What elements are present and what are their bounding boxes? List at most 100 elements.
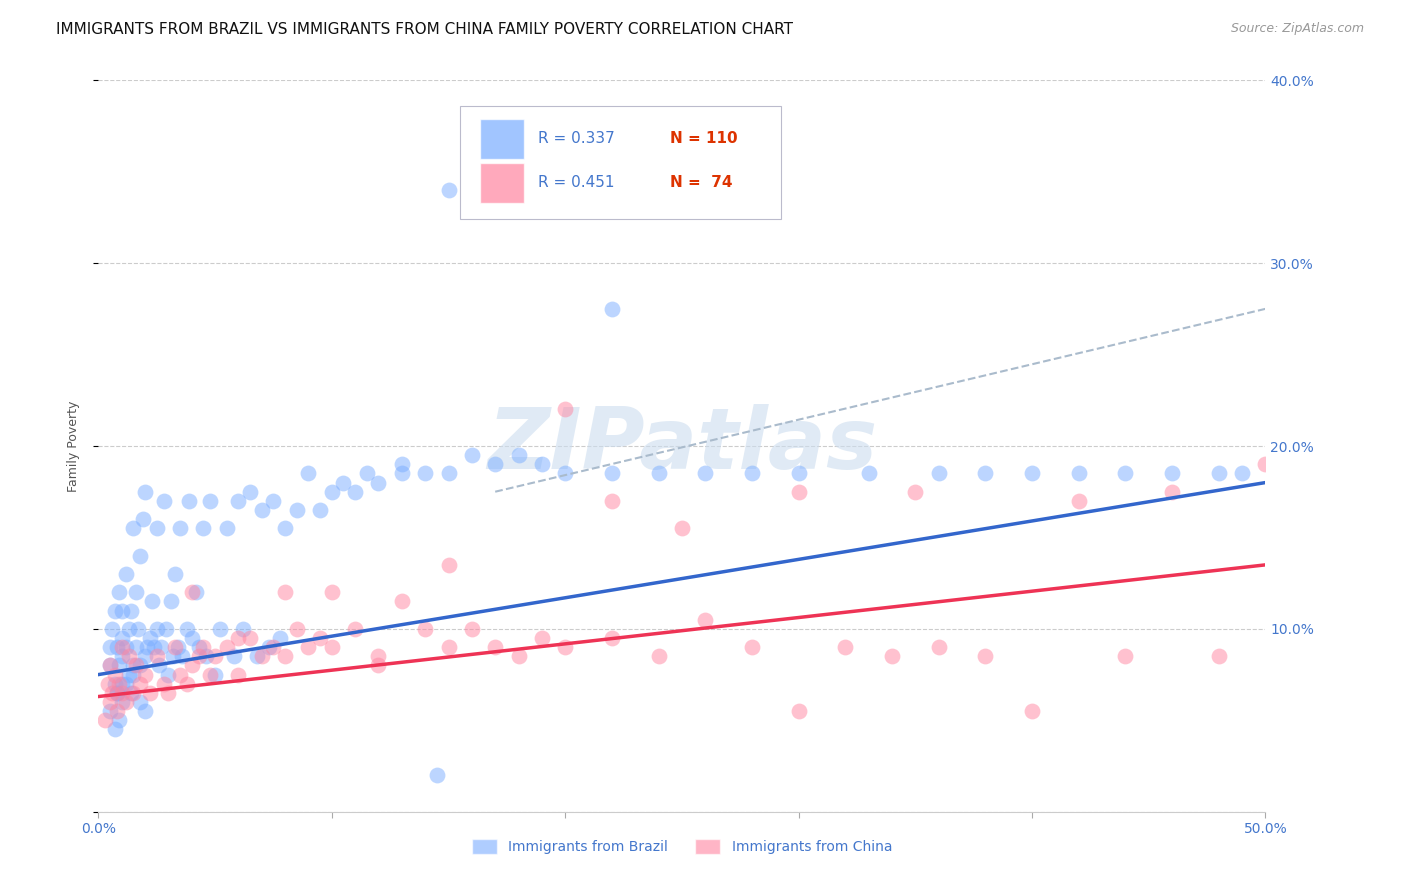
Point bbox=[1067, 467, 1090, 481]
Point bbox=[143, 640, 166, 655]
Point bbox=[437, 640, 460, 655]
Point bbox=[437, 183, 460, 197]
Point bbox=[344, 622, 367, 636]
Point bbox=[187, 640, 209, 655]
Point bbox=[1067, 493, 1090, 508]
Point bbox=[367, 649, 389, 664]
Point bbox=[222, 649, 245, 664]
Point bbox=[297, 467, 319, 481]
Point bbox=[193, 521, 215, 535]
Point bbox=[1208, 467, 1230, 481]
Point bbox=[269, 631, 291, 645]
Point bbox=[367, 475, 389, 490]
Point bbox=[600, 493, 623, 508]
Point bbox=[122, 658, 145, 673]
Point bbox=[332, 475, 354, 490]
Point bbox=[880, 649, 903, 664]
Point bbox=[1254, 458, 1277, 472]
Point bbox=[974, 649, 997, 664]
Point bbox=[98, 640, 121, 655]
Point bbox=[834, 640, 856, 655]
Point bbox=[741, 640, 763, 655]
Point bbox=[141, 594, 163, 608]
Point bbox=[148, 658, 170, 673]
Point bbox=[508, 448, 530, 462]
Point bbox=[115, 676, 138, 690]
Point bbox=[111, 686, 134, 700]
Point bbox=[180, 658, 202, 673]
Point bbox=[194, 649, 217, 664]
Point bbox=[1161, 484, 1184, 499]
Point bbox=[98, 695, 121, 709]
Point bbox=[127, 622, 149, 636]
Point bbox=[391, 458, 413, 472]
Point bbox=[105, 686, 128, 700]
Point bbox=[274, 585, 297, 599]
Point bbox=[187, 649, 209, 664]
Point bbox=[200, 493, 222, 508]
FancyBboxPatch shape bbox=[460, 106, 782, 219]
Point bbox=[215, 640, 238, 655]
Point bbox=[146, 622, 169, 636]
Point bbox=[129, 676, 152, 690]
Point bbox=[904, 484, 927, 499]
Point bbox=[928, 467, 950, 481]
Point bbox=[111, 631, 134, 645]
Text: IMMIGRANTS FROM BRAZIL VS IMMIGRANTS FROM CHINA FAMILY POVERTY CORRELATION CHART: IMMIGRANTS FROM BRAZIL VS IMMIGRANTS FRO… bbox=[56, 22, 793, 37]
Point bbox=[105, 704, 128, 718]
Point bbox=[166, 640, 188, 655]
Point bbox=[600, 301, 623, 316]
Point bbox=[101, 686, 124, 700]
Point bbox=[162, 649, 184, 664]
Point bbox=[239, 631, 262, 645]
Point bbox=[139, 686, 162, 700]
Point bbox=[180, 631, 202, 645]
Text: N =  74: N = 74 bbox=[671, 175, 733, 190]
Point bbox=[108, 585, 131, 599]
Point bbox=[193, 640, 215, 655]
Point bbox=[437, 558, 460, 572]
Point bbox=[118, 649, 141, 664]
Point bbox=[554, 402, 576, 417]
Point bbox=[974, 467, 997, 481]
Point bbox=[132, 512, 155, 526]
Point bbox=[787, 467, 810, 481]
Point bbox=[344, 484, 367, 499]
Point bbox=[118, 622, 141, 636]
Point bbox=[554, 640, 576, 655]
Point bbox=[228, 631, 250, 645]
Point bbox=[321, 585, 343, 599]
Point bbox=[787, 704, 810, 718]
Point bbox=[146, 521, 169, 535]
Point bbox=[165, 640, 187, 655]
Point bbox=[105, 640, 128, 655]
Point bbox=[129, 695, 152, 709]
Point bbox=[250, 649, 273, 664]
Point bbox=[186, 585, 208, 599]
Point bbox=[257, 640, 280, 655]
Point bbox=[928, 640, 950, 655]
Point bbox=[111, 640, 134, 655]
Point bbox=[391, 467, 413, 481]
Point bbox=[600, 467, 623, 481]
Point bbox=[426, 768, 449, 782]
Point bbox=[285, 503, 308, 517]
Point bbox=[309, 503, 332, 517]
Point bbox=[155, 622, 177, 636]
Point bbox=[146, 649, 169, 664]
Point bbox=[125, 585, 148, 599]
Point bbox=[787, 484, 810, 499]
Point bbox=[554, 467, 576, 481]
Point bbox=[101, 622, 124, 636]
Point bbox=[165, 567, 187, 582]
Point bbox=[484, 640, 506, 655]
Point bbox=[125, 640, 148, 655]
Point bbox=[262, 493, 284, 508]
Point bbox=[152, 493, 174, 508]
Point bbox=[437, 467, 460, 481]
Point bbox=[120, 686, 142, 700]
Point bbox=[172, 649, 194, 664]
Point bbox=[111, 649, 134, 664]
Point bbox=[120, 603, 142, 617]
Bar bbox=[479, 119, 524, 159]
